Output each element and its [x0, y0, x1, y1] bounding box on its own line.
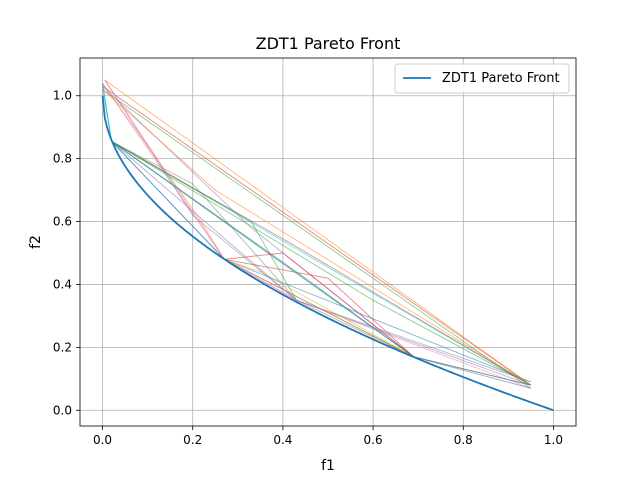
pareto-front-line [101, 95, 554, 412]
y-tick-label: 0.4 [53, 277, 72, 291]
y-tick-label: 0.0 [53, 403, 72, 417]
plot-area-frame [79, 57, 577, 427]
population-line [102, 89, 532, 389]
chart-title: ZDT1 Pareto Front [256, 34, 401, 53]
x-tick-label: 0.0 [93, 433, 112, 447]
population-line [102, 85, 527, 383]
axis-ticks: 0.0 0.2 0.4 0.6 0.8 1.0 0.0 0.2 0.4 0.6 0.8 1.0 [53, 89, 563, 447]
legend-box [394, 63, 570, 94]
x-tick-label: 0.4 [273, 433, 292, 447]
pareto-front-series [101, 95, 554, 412]
population-line [111, 141, 532, 386]
population-line [104, 79, 532, 386]
x-tick-label: 0.6 [364, 433, 383, 447]
population-line [111, 141, 532, 383]
population-line [224, 258, 414, 358]
grid [80, 58, 576, 426]
legend: ZDT1 Pareto Front [394, 63, 570, 94]
population-line [111, 141, 532, 389]
x-tick-label: 0.8 [454, 433, 473, 447]
y-axis-title: f2 [28, 235, 44, 249]
y-tick-label: 0.2 [53, 340, 72, 354]
x-tick-label: 1.0 [544, 433, 563, 447]
y-tick-label: 0.6 [53, 215, 72, 229]
x-tick-label: 0.2 [183, 433, 202, 447]
y-tick-label: 1.0 [53, 89, 72, 103]
population-line [224, 252, 414, 358]
y-tick-label: 0.8 [53, 152, 72, 166]
population-line [111, 141, 532, 386]
population-line [224, 258, 415, 358]
legend-entry-label: ZDT1 Pareto Front [442, 71, 560, 86]
population-line [102, 89, 532, 386]
x-axis-title: f1 [321, 458, 335, 474]
